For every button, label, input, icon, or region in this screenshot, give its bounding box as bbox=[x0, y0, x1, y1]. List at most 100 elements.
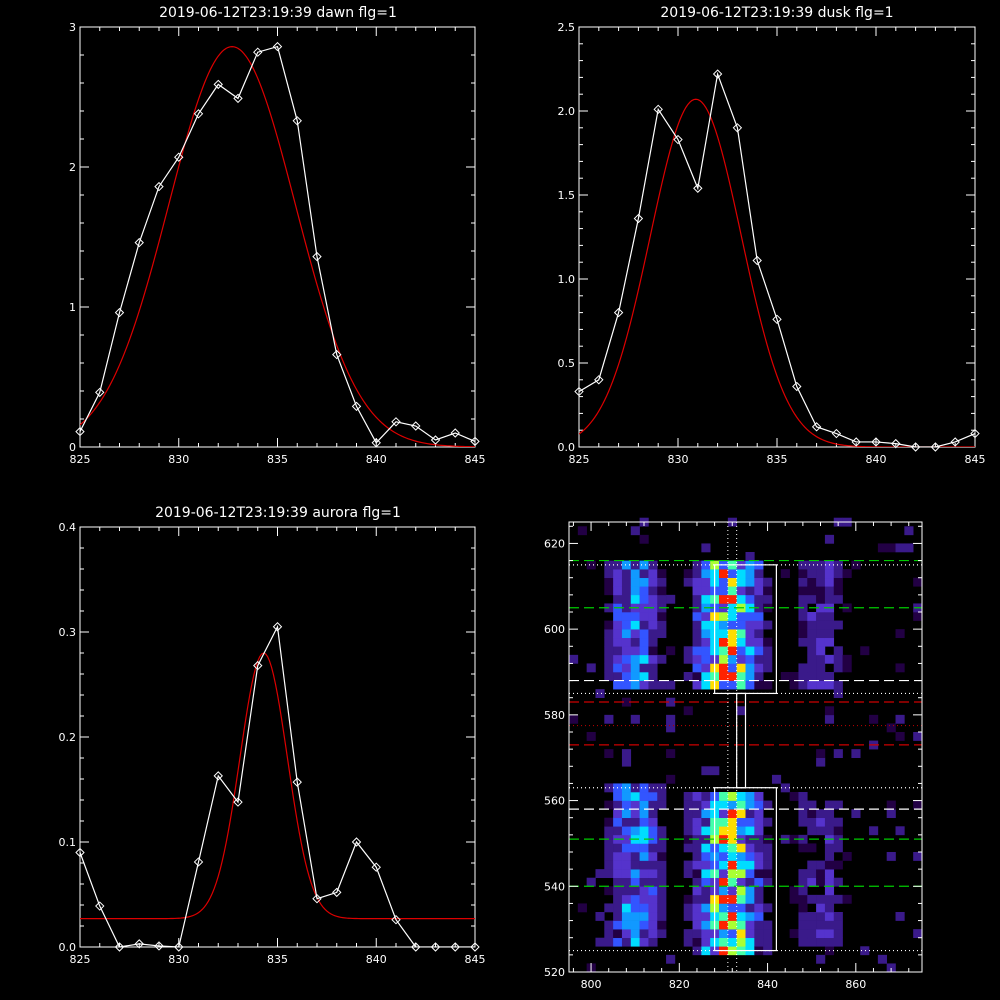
heatmap-cell bbox=[851, 749, 861, 759]
heatmap-cell bbox=[727, 672, 737, 681]
heatmap-cell bbox=[692, 586, 702, 596]
heatmap-cell bbox=[604, 620, 614, 630]
heatmap-cell bbox=[842, 852, 852, 861]
heatmap-cell bbox=[648, 877, 658, 887]
heatmap-xtick-label: 820 bbox=[669, 978, 690, 991]
heatmap-cell bbox=[639, 680, 649, 690]
dusk-data-point bbox=[594, 375, 604, 385]
heatmap-cell bbox=[736, 586, 746, 596]
heatmap-cell bbox=[745, 577, 755, 587]
heatmap-cell bbox=[745, 586, 755, 596]
heatmap-cell bbox=[745, 826, 755, 836]
heatmap-cell bbox=[683, 903, 693, 913]
heatmap-cell bbox=[816, 620, 826, 630]
heatmap-cell bbox=[719, 629, 729, 639]
dusk-frame bbox=[578, 26, 976, 448]
heatmap-cell bbox=[824, 569, 835, 579]
heatmap-cell bbox=[604, 852, 614, 861]
heatmap-cell bbox=[657, 903, 667, 913]
heatmap-cell bbox=[816, 569, 826, 579]
heatmap-cell bbox=[754, 877, 764, 887]
dusk-xtick-label: 840 bbox=[866, 453, 887, 466]
panel-aurora: 2019-06-12T23:19:39 aurora flg=1 825 830 8… bbox=[59, 505, 486, 966]
heatmap-cell bbox=[639, 569, 649, 579]
heatmap-cell bbox=[727, 603, 737, 613]
heatmap-cell bbox=[824, 826, 835, 836]
aurora-ytick-label: 0.1 bbox=[59, 836, 77, 849]
heatmap-cell bbox=[630, 569, 640, 579]
heatmap-cell bbox=[577, 526, 587, 536]
heatmap-cell bbox=[621, 800, 632, 810]
heatmap-cell bbox=[736, 852, 746, 861]
heatmap-cell bbox=[701, 860, 711, 870]
aurora-data-point bbox=[411, 942, 421, 952]
heatmap-cell bbox=[701, 654, 711, 664]
heatmap-cell bbox=[621, 852, 632, 861]
heatmap-cell bbox=[736, 912, 746, 921]
heatmap-cell bbox=[727, 826, 737, 836]
heatmap-cell bbox=[648, 912, 658, 921]
heatmap-cell bbox=[727, 654, 737, 664]
heatmap-cell bbox=[745, 817, 755, 827]
heatmap-cell bbox=[754, 612, 764, 621]
heatmap-cell bbox=[745, 637, 755, 647]
heatmap-ytick-label: 600 bbox=[544, 623, 565, 636]
heatmap-cell bbox=[824, 680, 835, 690]
heatmap-cell bbox=[798, 886, 808, 896]
aurora-data-point bbox=[193, 857, 204, 867]
heatmap-cell bbox=[754, 792, 764, 801]
heatmap-cell bbox=[648, 826, 658, 836]
heatmap-cell bbox=[604, 577, 614, 587]
heatmap-cell bbox=[621, 929, 632, 939]
heatmap-cell bbox=[736, 594, 746, 604]
heatmap-cell bbox=[816, 646, 826, 656]
dawn-xtick-label: 835 bbox=[267, 453, 288, 466]
heatmap-cell bbox=[798, 877, 808, 887]
dawn-data-point bbox=[213, 79, 223, 90]
aurora-fit-curve bbox=[80, 652, 475, 920]
heatmap-cell bbox=[569, 654, 579, 664]
heatmap-cell bbox=[639, 860, 649, 870]
dawn-data-point bbox=[411, 421, 421, 431]
heatmap-cell bbox=[639, 629, 649, 639]
heatmap-cell bbox=[745, 552, 755, 561]
heatmap-cell bbox=[754, 869, 764, 879]
dawn-data-point bbox=[253, 47, 263, 57]
heatmap-cell bbox=[621, 569, 632, 579]
heatmap-cell bbox=[701, 877, 711, 887]
heatmap-cell bbox=[719, 646, 729, 656]
heatmap-cell bbox=[719, 663, 729, 673]
heatmap-cell bbox=[692, 937, 702, 947]
heatmap-cell bbox=[604, 714, 614, 724]
dusk-data-point bbox=[871, 437, 881, 447]
heatmap-cell bbox=[701, 817, 711, 827]
heatmap-cell bbox=[595, 912, 605, 921]
heatmap-cell bbox=[727, 620, 737, 630]
heatmap-cell bbox=[719, 852, 729, 861]
heatmap-cell bbox=[648, 894, 658, 904]
heatmap-cell bbox=[621, 912, 632, 921]
heatmap-cell bbox=[604, 860, 614, 870]
heatmap-cell bbox=[701, 680, 711, 690]
dusk-data-point bbox=[851, 437, 861, 447]
heatmap-cell bbox=[719, 886, 729, 896]
heatmap-cell bbox=[692, 620, 702, 630]
heatmap-cell bbox=[798, 809, 808, 819]
heatmap-cell bbox=[824, 809, 835, 819]
heatmap-cell bbox=[816, 612, 826, 621]
heatmap-cell bbox=[621, 937, 632, 947]
heatmap-cell bbox=[807, 646, 817, 656]
heatmap-cell bbox=[763, 929, 773, 939]
heatmap-cell bbox=[604, 826, 614, 836]
heatmap-cell bbox=[886, 809, 896, 819]
heatmap-cell bbox=[630, 826, 640, 836]
heatmap-cell bbox=[763, 877, 773, 887]
heatmap-cell bbox=[648, 586, 658, 596]
heatmap-cell bbox=[727, 877, 737, 887]
dawn-xtick-label: 840 bbox=[366, 453, 387, 466]
heatmap-cell bbox=[807, 877, 817, 887]
heatmap-cell bbox=[692, 843, 702, 853]
heatmap-box bbox=[736, 692, 747, 789]
heatmap-cell bbox=[816, 560, 826, 570]
heatmap-cell bbox=[639, 534, 649, 544]
